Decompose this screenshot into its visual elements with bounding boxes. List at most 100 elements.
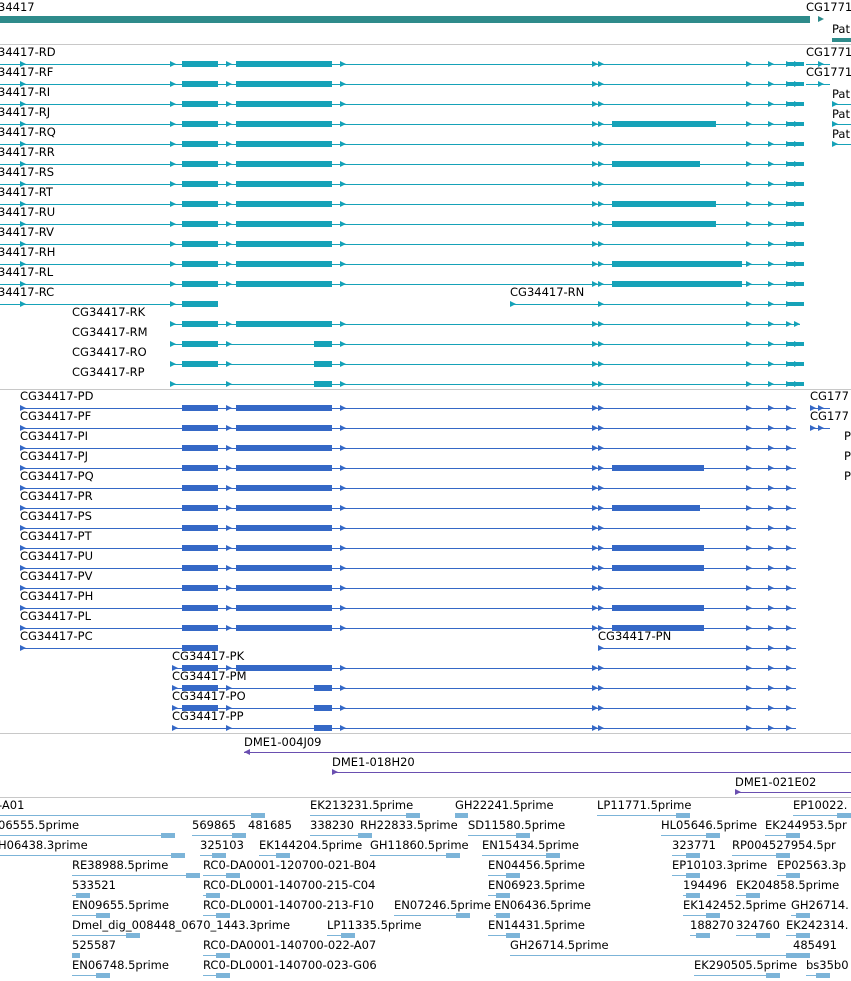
est-label[interactable]: 324760	[736, 918, 780, 932]
est-label[interactable]: 338230	[310, 818, 354, 832]
cds-label[interactable]: CG34417-PP	[172, 709, 244, 723]
transcript-label[interactable]: 34417-RF	[0, 65, 54, 79]
est-label[interactable]: EN07246.5prime	[394, 898, 491, 912]
cds-label[interactable]: CG34417-PH	[20, 589, 94, 603]
est-label[interactable]: GH26714.5prime	[510, 938, 609, 952]
cds-label[interactable]: CG34417-PT	[20, 529, 92, 543]
est-label[interactable]: EN06923.5prime	[488, 878, 585, 892]
cds-label[interactable]: CG34417-PR	[20, 489, 93, 503]
est-label[interactable]: EN14431.5prime	[488, 918, 585, 932]
est-label[interactable]: 325103	[200, 838, 244, 852]
est-label[interactable]: 481685	[248, 818, 292, 832]
cds-label[interactable]: CG34417-PN	[598, 629, 672, 643]
est-label[interactable]: LP11771.5prime	[597, 798, 692, 812]
strand-arrow-right-icon	[768, 261, 774, 267]
est-label[interactable]: 533521	[72, 878, 116, 892]
transcript-label[interactable]: CG34417-RO	[72, 345, 147, 359]
est-label[interactable]: RC0-DL0001-140700-023-G06	[203, 958, 377, 972]
est-label[interactable]: H06438.3prime	[0, 838, 88, 852]
est-label[interactable]: EK144204.5prime	[259, 838, 363, 852]
est-label[interactable]: EK204858.5prime	[736, 878, 840, 892]
cds-label[interactable]: CG34417-PM	[172, 669, 247, 683]
est-label[interactable]: SD11580.5prime	[468, 818, 566, 832]
transcript-label[interactable]: 34417-RJ	[0, 105, 51, 119]
strand-arrow-right-icon	[226, 181, 232, 187]
est-label[interactable]: RP004527954.5pr	[732, 838, 836, 852]
gene-label: Pat	[832, 22, 850, 36]
intron-line	[0, 64, 800, 65]
exon-block	[816, 973, 830, 978]
cds-label[interactable]: CG34417-PD	[20, 389, 94, 403]
est-label[interactable]: EN04456.5prime	[488, 858, 585, 872]
est-label[interactable]: 188270	[690, 918, 734, 932]
cds-label[interactable]: CG34417-PJ	[20, 449, 89, 463]
transcript-label[interactable]: 34417-RQ	[0, 125, 56, 139]
est-label[interactable]: GH22241.5prime	[455, 798, 554, 812]
est-label[interactable]: EK142452.5prime	[683, 898, 787, 912]
cds-label[interactable]: CG34417-PC	[20, 629, 93, 643]
est-label[interactable]: GH11860.5prime	[370, 838, 469, 852]
est-label[interactable]: EN06748.5prime	[72, 958, 169, 972]
transcript-label[interactable]: 34417-RD	[0, 45, 56, 59]
cds-label[interactable]: CG34417-PU	[20, 549, 94, 563]
clone-label[interactable]: DME1-004J09	[244, 735, 322, 749]
cds-label[interactable]: CG34417-PI	[20, 429, 89, 443]
est-label[interactable]: EP10022.	[793, 798, 848, 812]
est-label[interactable]: RC0-DL0001-140700-215-C04	[203, 878, 376, 892]
cds-label[interactable]: CG34417-PK	[172, 649, 245, 663]
est-label[interactable]: 569865	[192, 818, 236, 832]
est-label[interactable]: EN09655.5prime	[72, 898, 169, 912]
est-label[interactable]: Dmel_dig_008448_0670_1443.3prime	[72, 918, 291, 932]
est-label[interactable]: bs35b0	[806, 958, 849, 972]
est-label[interactable]: GH26714.	[791, 898, 849, 912]
transcript-label[interactable]: 34417-RS	[0, 165, 55, 179]
cds-label[interactable]: CG34417-PO	[172, 689, 246, 703]
transcript-label[interactable]: 34417-RT	[0, 185, 53, 199]
transcript-label[interactable]: 34417-RR	[0, 145, 55, 159]
transcript-label[interactable]: 34417-RU	[0, 205, 56, 219]
transcript-label[interactable]: 34417-RC	[0, 285, 55, 299]
strand-arrow-right-icon	[598, 705, 604, 711]
est-label[interactable]: EK242314.	[786, 918, 849, 932]
gene-label: 34417	[0, 0, 35, 14]
est-label[interactable]: 194496	[683, 878, 727, 892]
transcript-label[interactable]: 34417-RV	[0, 225, 54, 239]
cds-label[interactable]: CG34417-PQ	[20, 469, 94, 483]
est-label[interactable]: LP11335.5prime	[327, 918, 422, 932]
est-label[interactable]: EN06436.5prime	[494, 898, 591, 912]
est-label[interactable]: EK244953.5pr	[765, 818, 847, 832]
est-label[interactable]: RH22833.5prime	[360, 818, 458, 832]
est-label[interactable]: 323771	[672, 838, 716, 852]
transcript-label[interactable]: 34417-RI	[0, 85, 51, 99]
est-label[interactable]: EK213231.5prime	[310, 798, 414, 812]
clone-label[interactable]: DME1-018H20	[332, 755, 415, 769]
cds-label[interactable]: CG34417-PS	[20, 509, 92, 523]
est-label[interactable]: 525587	[72, 938, 116, 952]
cds-label[interactable]: CG34417-PF	[20, 409, 92, 423]
est-label[interactable]: HL05646.5prime	[661, 818, 758, 832]
exon-block	[796, 913, 810, 918]
transcript-label[interactable]: CG34417-RN	[510, 285, 585, 299]
gene-label: CG1771	[806, 0, 851, 14]
transcript-label[interactable]: CG34417-RM	[72, 325, 148, 339]
est-label[interactable]: EP10103.3prime	[672, 858, 768, 872]
est-label[interactable]: RC0-DA0001-120700-021-B04	[203, 858, 377, 872]
est-label[interactable]: EN15434.5prime	[482, 838, 579, 852]
est-label[interactable]: -A01	[0, 798, 25, 812]
est-label[interactable]: EP02563.3p	[777, 858, 847, 872]
cds-label[interactable]: CG34417-PV	[20, 569, 93, 583]
strand-arrow-right-icon	[768, 605, 774, 611]
exon-block	[236, 565, 332, 571]
transcript-label[interactable]: 34417-RH	[0, 245, 56, 259]
est-label[interactable]: EK290505.5prime	[694, 958, 798, 972]
transcript-label[interactable]: 34417-RL	[0, 265, 54, 279]
cds-label[interactable]: CG34417-PL	[20, 609, 92, 623]
est-label[interactable]: 485491	[793, 938, 837, 952]
est-label[interactable]: 06555.5prime	[0, 818, 80, 832]
est-label[interactable]: RC0-DL0001-140700-213-F10	[203, 898, 374, 912]
est-label[interactable]: RC0-DA0001-140700-022-A07	[203, 938, 377, 952]
transcript-label[interactable]: CG34417-RP	[72, 365, 145, 379]
est-label[interactable]: RE38988.5prime	[72, 858, 169, 872]
transcript-label[interactable]: CG34417-RK	[72, 305, 146, 319]
clone-label[interactable]: DME1-021E02	[735, 775, 817, 789]
